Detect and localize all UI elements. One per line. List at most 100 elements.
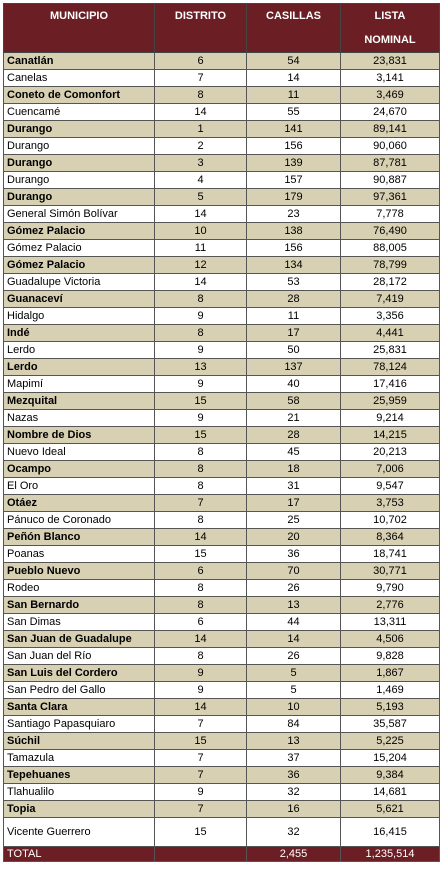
cell-distrito: 14 bbox=[154, 630, 247, 648]
table-row: Gómez Palacio 11 156 88,005 bbox=[3, 239, 440, 257]
cell-lista: 14,681 bbox=[340, 783, 440, 801]
table-row: Canatlán 6 54 23,831 bbox=[3, 52, 440, 70]
cell-casillas: 36 bbox=[246, 545, 341, 563]
cell-distrito: 9 bbox=[154, 341, 247, 359]
cell-municipio: Durango bbox=[3, 154, 155, 172]
cell-casillas: 137 bbox=[246, 358, 341, 376]
table-row: Peñón Blanco 14 20 8,364 bbox=[3, 528, 440, 546]
table-row: Lerdo 9 50 25,831 bbox=[3, 341, 440, 359]
table-row: Gómez Palacio 10 138 76,490 bbox=[3, 222, 440, 240]
cell-municipio: San Bernardo bbox=[3, 596, 155, 614]
cell-lista: 24,670 bbox=[340, 103, 440, 121]
cell-casillas: 156 bbox=[246, 239, 341, 257]
cell-lista: 90,060 bbox=[340, 137, 440, 155]
cell-casillas: 70 bbox=[246, 562, 341, 580]
cell-distrito: 15 bbox=[154, 732, 247, 750]
cell-lista: 89,141 bbox=[340, 120, 440, 138]
header-lista-nominal: LISTA NOMINAL bbox=[340, 3, 440, 53]
table-row: Nuevo Ideal 8 45 20,213 bbox=[3, 443, 440, 461]
table-body: Canatlán 6 54 23,831 Canelas 7 14 3,141 Coneto d… bbox=[3, 52, 440, 847]
header-row: MUNICIPIO DISTRITO CASILLAS LISTA NOMINAL bbox=[3, 3, 440, 53]
cell-municipio: Poanas bbox=[3, 545, 155, 563]
table-row: Mezquital 15 58 25,959 bbox=[3, 392, 440, 410]
cell-distrito: 7 bbox=[154, 766, 247, 784]
cell-municipio: Otáez bbox=[3, 494, 155, 512]
table-row: Hidalgo 9 11 3,356 bbox=[3, 307, 440, 325]
voter-list-table: MUNICIPIO DISTRITO CASILLAS LISTA NOMINAL… bbox=[3, 3, 440, 862]
cell-municipio: Durango bbox=[3, 120, 155, 138]
total-lista: 1,235,514 bbox=[340, 846, 440, 862]
cell-casillas: 16 bbox=[246, 800, 341, 818]
cell-distrito: 14 bbox=[154, 528, 247, 546]
cell-municipio: General Simón Bolívar bbox=[3, 205, 155, 223]
cell-municipio: Tepehuanes bbox=[3, 766, 155, 784]
cell-municipio: San Juan del Río bbox=[3, 647, 155, 665]
cell-municipio: Hidalgo bbox=[3, 307, 155, 325]
table-row: Rodeo 8 26 9,790 bbox=[3, 579, 440, 597]
table-row: Durango 2 156 90,060 bbox=[3, 137, 440, 155]
cell-distrito: 15 bbox=[154, 426, 247, 444]
cell-lista: 25,831 bbox=[340, 341, 440, 359]
cell-lista: 9,214 bbox=[340, 409, 440, 427]
cell-lista: 87,781 bbox=[340, 154, 440, 172]
cell-casillas: 11 bbox=[246, 86, 341, 104]
cell-lista: 7,419 bbox=[340, 290, 440, 308]
cell-casillas: 54 bbox=[246, 52, 341, 70]
cell-distrito: 7 bbox=[154, 69, 247, 87]
cell-casillas: 157 bbox=[246, 171, 341, 189]
cell-distrito: 14 bbox=[154, 698, 247, 716]
table-row: Otáez 7 17 3,753 bbox=[3, 494, 440, 512]
cell-distrito: 7 bbox=[154, 800, 247, 818]
table-row: Durango 1 141 89,141 bbox=[3, 120, 440, 138]
cell-municipio: Pueblo Nuevo bbox=[3, 562, 155, 580]
cell-lista: 3,141 bbox=[340, 69, 440, 87]
total-distrito bbox=[154, 846, 247, 862]
cell-distrito: 13 bbox=[154, 358, 247, 376]
table-row: San Bernardo 8 13 2,776 bbox=[3, 596, 440, 614]
cell-casillas: 37 bbox=[246, 749, 341, 767]
cell-casillas: 17 bbox=[246, 494, 341, 512]
cell-municipio: Guanaceví bbox=[3, 290, 155, 308]
table-row: Durango 5 179 97,361 bbox=[3, 188, 440, 206]
cell-casillas: 26 bbox=[246, 579, 341, 597]
cell-municipio: San Dimas bbox=[3, 613, 155, 631]
table-row: Guadalupe Victoria 14 53 28,172 bbox=[3, 273, 440, 291]
cell-distrito: 4 bbox=[154, 171, 247, 189]
cell-casillas: 138 bbox=[246, 222, 341, 240]
cell-distrito: 8 bbox=[154, 596, 247, 614]
cell-lista: 5,225 bbox=[340, 732, 440, 750]
table-row: Coneto de Comonfort 8 11 3,469 bbox=[3, 86, 440, 104]
cell-municipio: San Juan de Guadalupe bbox=[3, 630, 155, 648]
cell-casillas: 13 bbox=[246, 596, 341, 614]
cell-distrito: 11 bbox=[154, 239, 247, 257]
cell-municipio: Lerdo bbox=[3, 358, 155, 376]
cell-casillas: 21 bbox=[246, 409, 341, 427]
cell-lista: 30,771 bbox=[340, 562, 440, 580]
cell-distrito: 8 bbox=[154, 579, 247, 597]
cell-casillas: 25 bbox=[246, 511, 341, 529]
cell-distrito: 7 bbox=[154, 715, 247, 733]
cell-distrito: 8 bbox=[154, 511, 247, 529]
cell-distrito: 8 bbox=[154, 290, 247, 308]
total-casillas: 2,455 bbox=[246, 846, 341, 862]
cell-casillas: 5 bbox=[246, 681, 341, 699]
cell-lista: 16,415 bbox=[340, 817, 440, 847]
cell-municipio: Gómez Palacio bbox=[3, 222, 155, 240]
cell-casillas: 20 bbox=[246, 528, 341, 546]
cell-municipio: Nazas bbox=[3, 409, 155, 427]
cell-municipio: Durango bbox=[3, 137, 155, 155]
table-row: Topia 7 16 5,621 bbox=[3, 800, 440, 818]
cell-lista: 3,469 bbox=[340, 86, 440, 104]
cell-distrito: 9 bbox=[154, 681, 247, 699]
cell-distrito: 2 bbox=[154, 137, 247, 155]
table-row: Pueblo Nuevo 6 70 30,771 bbox=[3, 562, 440, 580]
table-row: Poanas 15 36 18,741 bbox=[3, 545, 440, 563]
cell-distrito: 12 bbox=[154, 256, 247, 274]
cell-municipio: Tlahualilo bbox=[3, 783, 155, 801]
cell-municipio: Súchil bbox=[3, 732, 155, 750]
cell-casillas: 55 bbox=[246, 103, 341, 121]
cell-municipio: Tamazula bbox=[3, 749, 155, 767]
cell-casillas: 18 bbox=[246, 460, 341, 478]
cell-casillas: 84 bbox=[246, 715, 341, 733]
cell-casillas: 50 bbox=[246, 341, 341, 359]
